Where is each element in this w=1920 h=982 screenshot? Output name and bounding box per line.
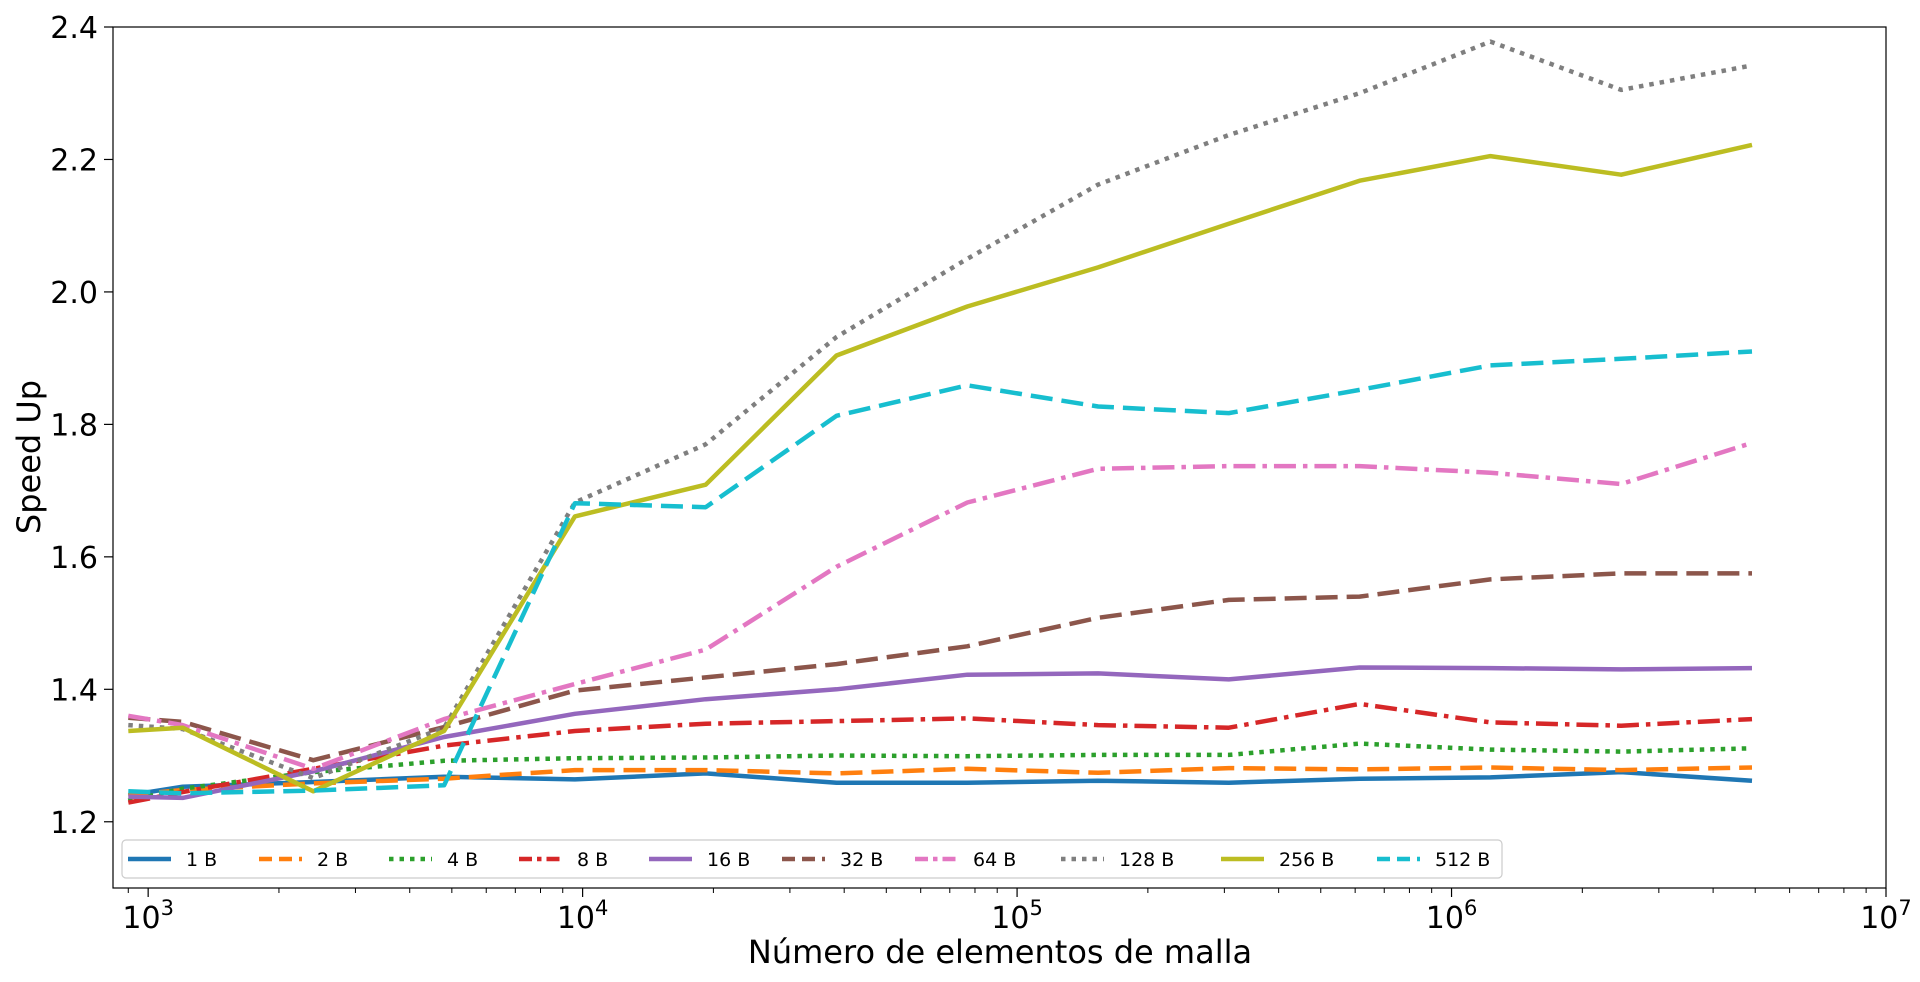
legend-label: 16 B: [707, 849, 750, 871]
y-tick-label: 1.8: [50, 408, 98, 443]
plot-lines: [127, 39, 1753, 805]
legend-label: 1 B: [186, 849, 217, 871]
y-tick-label: 1.4: [50, 673, 98, 708]
legend-label: 64 B: [973, 849, 1016, 871]
x-axis-label: Número de elementos de malla: [748, 933, 1252, 971]
legend-label: 32 B: [840, 849, 883, 871]
legend-label: 512 B: [1435, 849, 1490, 871]
x-axis: 103 104 105 106 107: [122, 888, 1912, 936]
y-tick-label: 2.2: [50, 143, 98, 178]
series-line-256-b: [128, 142, 1753, 794]
y-axis-label: Speed Up: [10, 380, 48, 534]
y-tick-label: 1.2: [50, 806, 98, 841]
series-line-64-b: [127, 440, 1753, 772]
legend-label: 256 B: [1279, 849, 1334, 871]
x-tick-label: 104: [557, 896, 609, 936]
series-line-32-b: [128, 571, 1752, 763]
y-axis: 1.2 1.4 1.6 1.8 2.0 2.2 2.4: [50, 11, 113, 841]
x-tick-label: 106: [1426, 896, 1478, 936]
series-line-512-b: [128, 349, 1753, 796]
legend: 1 B 2 B 4 B 8 B 16 B 32 B 64 B 128 B 256 B 512 B: [121, 839, 1503, 879]
y-tick-label: 1.6: [50, 541, 98, 576]
y-tick-label: 2.0: [50, 276, 98, 311]
legend-label: 4 B: [447, 849, 478, 871]
plot-frame: [112, 26, 1887, 889]
legend-label: 8 B: [577, 849, 608, 871]
series-line-16-b: [128, 665, 1753, 801]
x-tick-label: 103: [122, 896, 174, 936]
x-tick-label: 107: [1860, 896, 1912, 936]
y-tick-label: 2.4: [50, 11, 98, 46]
legend-label: 2 B: [317, 849, 348, 871]
legend-label: 128 B: [1119, 849, 1174, 871]
x-tick-label: 105: [991, 896, 1043, 936]
